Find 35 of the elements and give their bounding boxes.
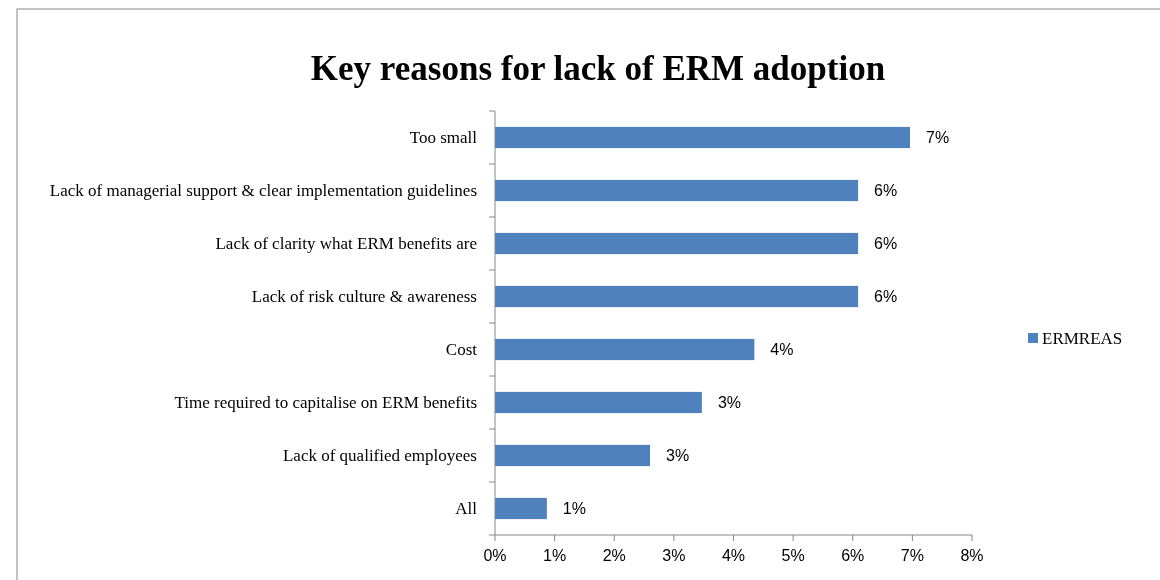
legend-label: ERMREAS (1042, 328, 1123, 348)
y-tick-label: Lack of qualified employees (282, 446, 477, 466)
x-tick-label: 4% (721, 547, 746, 564)
data-label: 3% (717, 394, 742, 412)
y-tick-label: Too small (409, 128, 478, 148)
y-tick-label: Lack of managerial support & clear implementation guidelines (49, 181, 477, 201)
x-tick-label: 8% (960, 547, 984, 564)
x-tick-label: 3% (662, 547, 686, 564)
bar (495, 497, 547, 520)
y-tick-label: Lack of clarity what ERM benefits are (215, 234, 477, 254)
y-tick-label: All (455, 499, 478, 519)
data-label: 4% (770, 341, 794, 359)
bar (495, 179, 859, 202)
x-tick-label: 0% (483, 547, 507, 564)
data-label: 6% (874, 235, 898, 253)
x-tick-label: 7% (900, 547, 924, 564)
data-label: 7% (925, 129, 950, 147)
bar (495, 126, 910, 149)
y-tick-label: Cost (445, 340, 478, 360)
bar (495, 232, 859, 255)
chart-title: Key reasons for lack of ERM adoption (310, 49, 886, 89)
y-tick-label: Lack of risk culture & awareness (251, 287, 477, 307)
data-label: 6% (874, 182, 898, 200)
data-label: 6% (874, 288, 898, 306)
bar (495, 444, 651, 467)
y-tick-label: Time required to capitalise on ERM benefits (174, 393, 477, 413)
data-label: 3% (666, 447, 690, 465)
bar (495, 285, 859, 308)
x-tick-label: 1% (543, 547, 567, 564)
bar (495, 391, 702, 414)
bar (495, 338, 755, 361)
x-tick-label: 6% (841, 547, 865, 564)
x-tick-label: 5% (781, 547, 805, 564)
x-tick-label: 2% (602, 547, 626, 564)
data-label: 1% (562, 500, 586, 518)
